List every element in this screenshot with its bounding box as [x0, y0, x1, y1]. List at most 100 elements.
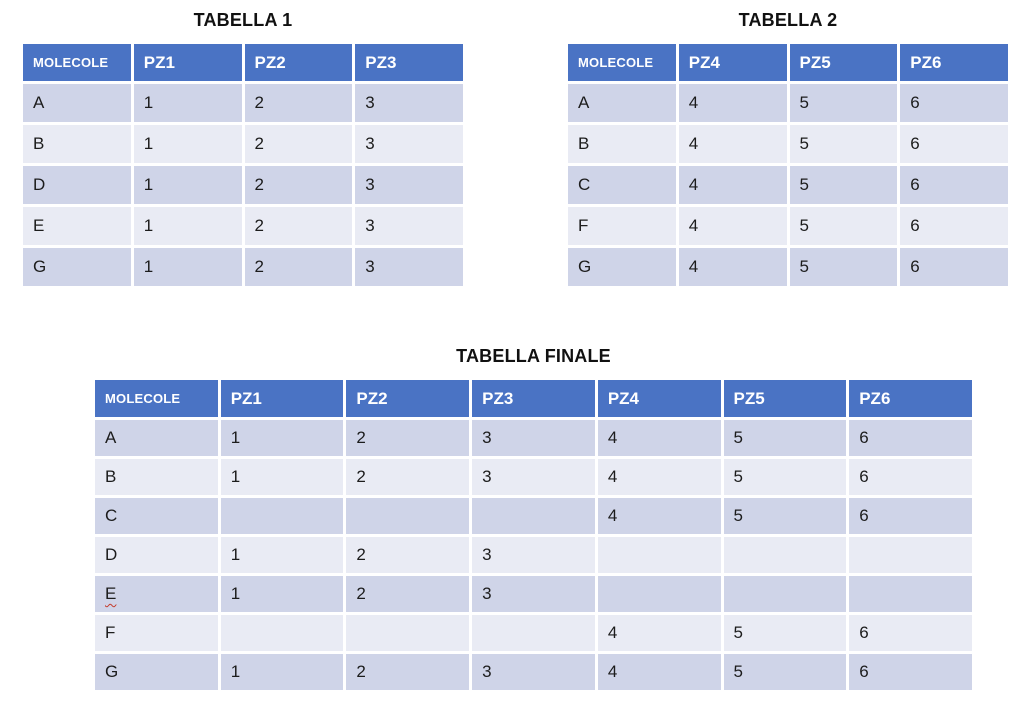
value-cell: 3	[355, 125, 463, 163]
value-cell	[597, 537, 721, 573]
tabella-1-column-header-pz1: PZ1	[133, 44, 242, 81]
molecole-cell: F	[95, 615, 218, 651]
value-cell: 3	[472, 576, 595, 612]
tabella-1-column-header-pz2: PZ2	[244, 44, 353, 81]
tabella-1-column-header-molecole: MOLECOLE	[23, 44, 131, 81]
molecole-cell: F	[568, 207, 676, 245]
value-cell: 5	[723, 654, 847, 690]
value-cell	[346, 615, 470, 651]
tabella-finale-header-row: MOLECOLE PZ1 PZ2 PZ3 PZ4 PZ5 PZ6	[95, 380, 972, 417]
value-cell: 1	[133, 84, 242, 122]
value-cell: 6	[849, 654, 972, 690]
value-cell: 5	[723, 498, 847, 534]
tabella-2-column-header-pz6: PZ6	[900, 44, 1008, 81]
value-cell: 2	[244, 207, 353, 245]
value-cell: 1	[220, 420, 344, 456]
tabella-finale-title: TABELLA FINALE	[456, 346, 611, 366]
molecole-cell: G	[568, 248, 676, 286]
value-cell: 1	[133, 207, 242, 245]
value-cell: 5	[723, 420, 847, 456]
tabella-2-column-header-pz5: PZ5	[789, 44, 898, 81]
value-cell	[472, 615, 595, 651]
molecole-cell: D	[23, 166, 131, 204]
value-cell: 2	[346, 576, 470, 612]
tabella-2-header-row: MOLECOLE PZ4 PZ5 PZ6	[568, 44, 1008, 81]
tabella-1-section: TABELLA 1 MOLECOLE PZ1 PZ2 PZ3 A 1 2 3 B 1 2 3 D 1 2 3 E…	[20, 8, 466, 289]
value-cell: 6	[849, 615, 972, 651]
tabella-2-section: TABELLA 2 MOLECOLE PZ4 PZ5 PZ6 A 4 5 6 B 4 5 6 C 4 5 6 F…	[565, 8, 1011, 289]
value-cell: 6	[900, 207, 1008, 245]
value-cell: 5	[789, 207, 898, 245]
value-cell: 1	[133, 166, 242, 204]
value-cell: 2	[346, 459, 470, 495]
value-cell: 4	[678, 207, 787, 245]
tabella-finale-column-header-pz1: PZ1	[220, 380, 344, 417]
tabella-finale-column-header-molecole: MOLECOLE	[95, 380, 218, 417]
molecole-cell: E	[23, 207, 131, 245]
value-cell: 4	[678, 84, 787, 122]
molecole-cell: E	[95, 576, 218, 612]
tabella-finale-column-header-pz2: PZ2	[346, 380, 470, 417]
value-cell: 4	[597, 654, 721, 690]
value-cell: 6	[900, 166, 1008, 204]
value-cell: 5	[789, 125, 898, 163]
value-cell: 1	[220, 537, 344, 573]
value-cell	[220, 498, 344, 534]
molecole-cell: B	[95, 459, 218, 495]
value-cell	[220, 615, 344, 651]
value-cell	[597, 576, 721, 612]
value-cell: 3	[355, 84, 463, 122]
value-cell: 1	[220, 459, 344, 495]
molecole-cell: G	[23, 248, 131, 286]
tabella-1-table: MOLECOLE PZ1 PZ2 PZ3 A 1 2 3 B 1 2 3 D 1 2 3 E 1 2 3 G 1 2 3	[20, 41, 466, 289]
value-cell: 3	[472, 654, 595, 690]
value-cell: 5	[723, 459, 847, 495]
molecole-cell: B	[23, 125, 131, 163]
molecole-cell: D	[95, 537, 218, 573]
molecole-cell: C	[568, 166, 676, 204]
value-cell	[723, 576, 847, 612]
value-cell: 2	[346, 420, 470, 456]
value-cell: 4	[678, 125, 787, 163]
tabella-finale-column-header-pz5: PZ5	[723, 380, 847, 417]
value-cell: 3	[472, 459, 595, 495]
value-cell: 3	[472, 420, 595, 456]
value-cell	[346, 498, 470, 534]
value-cell: 3	[355, 207, 463, 245]
value-cell: 2	[346, 654, 470, 690]
value-cell: 2	[346, 537, 470, 573]
value-cell: 6	[900, 84, 1008, 122]
value-cell: 1	[133, 125, 242, 163]
misspelled-text: E	[105, 584, 117, 603]
molecole-cell: A	[23, 84, 131, 122]
value-cell: 5	[789, 166, 898, 204]
value-cell: 6	[849, 459, 972, 495]
value-cell: 2	[244, 84, 353, 122]
value-cell: 1	[133, 248, 242, 286]
value-cell: 6	[900, 248, 1008, 286]
molecole-cell: G	[95, 654, 218, 690]
tabella-1-header-row: MOLECOLE PZ1 PZ2 PZ3	[23, 44, 463, 81]
value-cell: 6	[900, 125, 1008, 163]
tabella-2-title: TABELLA 2	[738, 10, 838, 30]
value-cell: 5	[723, 615, 847, 651]
value-cell: 5	[789, 84, 898, 122]
value-cell: 6	[849, 420, 972, 456]
value-cell: 1	[220, 654, 344, 690]
tabella-1-column-header-pz3: PZ3	[355, 44, 463, 81]
value-cell: 4	[597, 420, 721, 456]
molecole-cell: A	[568, 84, 676, 122]
value-cell: 1	[220, 576, 344, 612]
